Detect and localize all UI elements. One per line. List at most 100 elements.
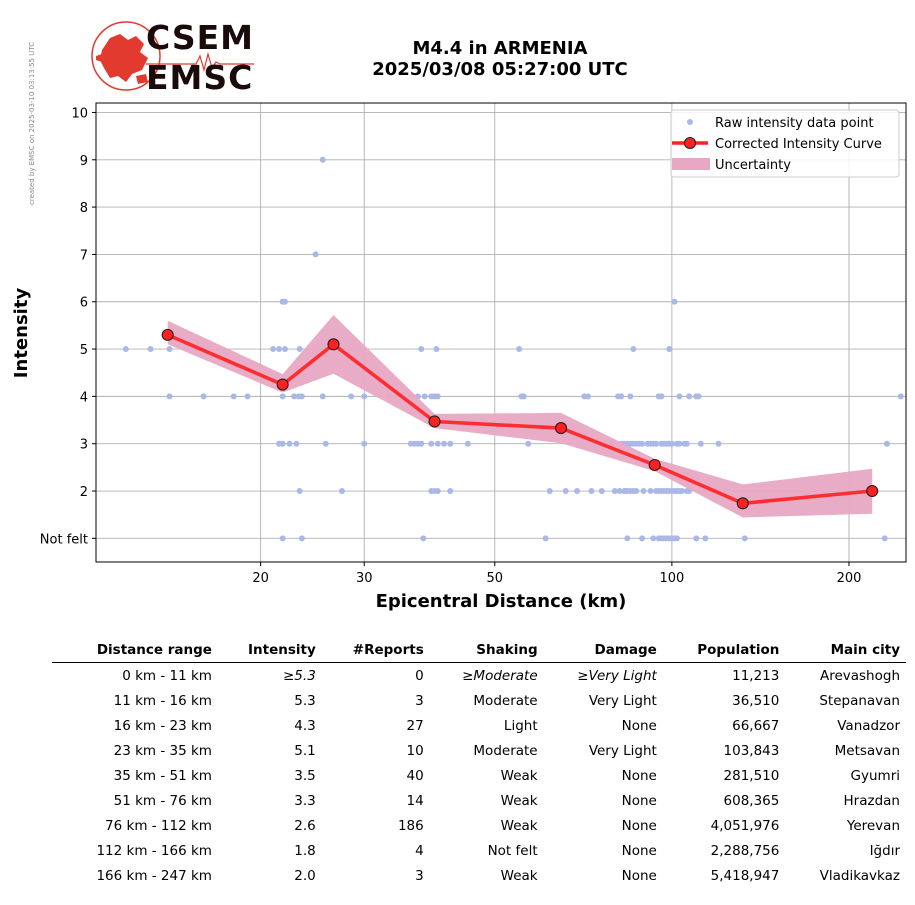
raw-data-point: [702, 535, 709, 542]
raw-data-point: [525, 440, 532, 447]
table-cell-city: Iğdır: [869, 842, 900, 859]
table-cell-shaking: Light: [503, 717, 538, 734]
table-cell-dist: 16 km - 23 km: [113, 717, 212, 734]
raw-data-point: [293, 440, 300, 447]
raw-data-point: [279, 393, 286, 400]
table-cell-damage: Very Light: [588, 692, 657, 709]
raw-data-point: [520, 393, 527, 400]
raw-data-point: [630, 346, 637, 353]
table-cell-reports: 186: [397, 817, 424, 834]
seismogram-icon: [146, 52, 254, 72]
raw-data-point: [348, 393, 355, 400]
raw-data-point: [296, 346, 303, 353]
table-cell-dist: 166 km - 247 km: [96, 867, 212, 884]
raw-data-point: [639, 440, 646, 447]
raw-data-point: [668, 440, 675, 447]
table-cell-city: Hrazdan: [843, 792, 900, 809]
table-cell-population: 608,365: [723, 792, 780, 809]
raw-data-point: [624, 535, 631, 542]
table-row: 51 km - 76 km 3.3 14 Weak None 608,365 Hrazdan: [52, 788, 906, 813]
raw-data-point: [741, 535, 748, 542]
table-cell-damage: ≥Very Light: [577, 667, 657, 684]
raw-data-point: [546, 488, 553, 495]
raw-data-point: [296, 488, 303, 495]
table-cell-reports: 0: [415, 667, 424, 684]
raw-data-point: [270, 346, 277, 353]
emsc-logo: CSEM EMSC: [88, 18, 258, 98]
raw-data-point: [281, 346, 288, 353]
raw-data-point: [640, 488, 647, 495]
raw-data-point: [516, 346, 523, 353]
raw-data-point: [428, 440, 435, 447]
raw-data-point: [464, 440, 471, 447]
y-axis-label: Intensity: [11, 288, 32, 379]
table-cell-shaking: Not felt: [487, 842, 538, 859]
column-header: Main city: [785, 640, 906, 663]
legend-uncertainty-swatch: [672, 158, 710, 170]
raw-data-point: [166, 393, 173, 400]
raw-data-point: [678, 488, 685, 495]
table-cell-reports: 4: [415, 842, 424, 859]
raw-data-point: [686, 393, 693, 400]
raw-data-point: [666, 346, 673, 353]
raw-data-point: [673, 535, 680, 542]
raw-data-point: [339, 488, 346, 495]
x-tick-label: 200: [837, 571, 862, 586]
y-tick-label: 10: [71, 106, 88, 121]
legend-box: [670, 109, 900, 178]
raw-data-point: [434, 440, 441, 447]
raw-data-point: [122, 346, 129, 353]
y-tick-label: 6: [80, 296, 88, 311]
raw-data-point: [319, 156, 326, 163]
uncertainty-band: [167, 315, 873, 518]
table-header-row: Distance range Intensity #Reports Shaking Da…: [52, 640, 906, 663]
x-tick-label: 50: [486, 571, 503, 586]
table-cell-intensity: 5.3: [294, 692, 316, 709]
table-cell-intensity: 5.1: [294, 742, 316, 759]
curve-marker: [866, 484, 879, 498]
table-cell-damage: None: [621, 717, 657, 734]
raw-data-point: [695, 393, 702, 400]
table-cell-damage: None: [621, 767, 657, 784]
table-cell-shaking: Weak: [500, 817, 538, 834]
table-cell-dist: 23 km - 35 km: [113, 742, 212, 759]
table-cell-city: Gyumri: [850, 767, 900, 784]
x-tick-label: 30: [356, 571, 373, 586]
raw-data-point: [562, 488, 569, 495]
table-cell-shaking: Moderate: [473, 742, 538, 759]
table-cell-damage: None: [621, 842, 657, 859]
table-cell-reports: 14: [406, 792, 424, 809]
table-cell-dist: 51 km - 76 km: [113, 792, 212, 809]
table-cell-shaking: ≥Moderate: [462, 667, 538, 684]
curve-marker: [327, 338, 340, 351]
y-tick-label: Not felt: [40, 532, 88, 547]
table-cell-population: 281,510: [723, 767, 780, 784]
table-row: 0 km - 11 km ≥5.3 0 ≥Moderate ≥Very Light 11,…: [52, 663, 906, 689]
table-cell-intensity: 4.3: [294, 717, 316, 734]
y-tick-label: 9: [80, 154, 88, 169]
raw-data-point: [281, 298, 288, 305]
raw-data-point: [639, 535, 646, 542]
raw-data-point: [715, 440, 722, 447]
table-row: 35 km - 51 km 3.5 40 Weak None 281,510 Gyumri: [52, 763, 906, 788]
title-line-2: 2025/03/08 05:27:00 UTC: [372, 59, 628, 80]
table-cell-city: Stepanavan: [819, 692, 900, 709]
table-cell-damage: None: [621, 792, 657, 809]
raw-data-point: [312, 251, 319, 258]
table-cell-intensity: 2.6: [294, 817, 316, 834]
raw-data-point: [611, 488, 618, 495]
legend-curve-marker: [683, 136, 697, 150]
raw-data-point: [434, 393, 441, 400]
table-cell-population: 11,213: [732, 667, 780, 684]
raw-data-point: [881, 535, 888, 542]
table-cell-dist: 112 km - 166 km: [96, 842, 212, 859]
column-header: Intensity: [217, 640, 322, 663]
raw-data-point: [200, 393, 207, 400]
raw-data-point: [147, 346, 154, 353]
raw-data-point: [693, 535, 700, 542]
column-header: Population: [662, 640, 786, 663]
table-cell-intensity: 3.3: [294, 792, 316, 809]
table-cell-intensity: ≥5.3: [283, 667, 316, 684]
raw-data-point: [291, 393, 298, 400]
column-header: Shaking: [429, 640, 544, 663]
